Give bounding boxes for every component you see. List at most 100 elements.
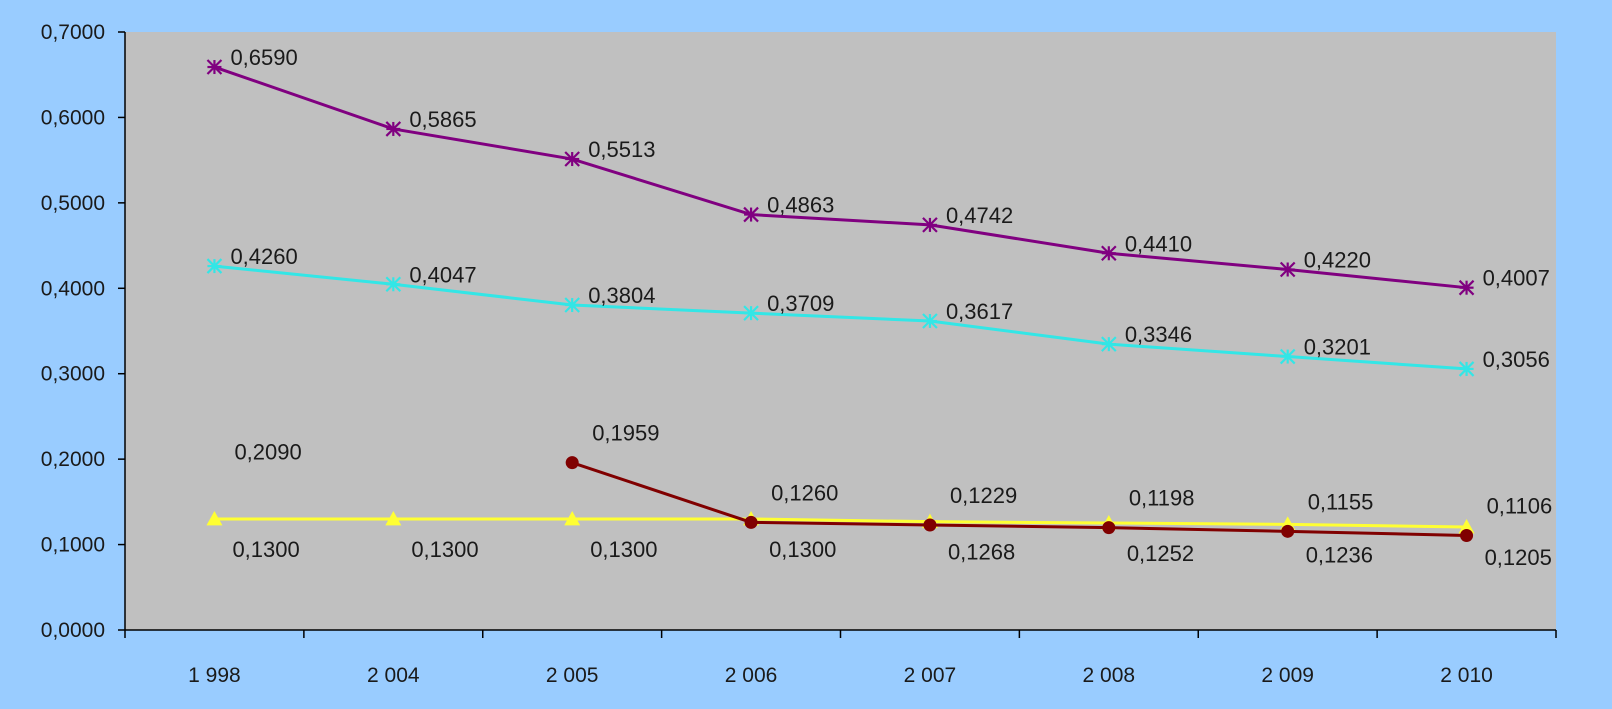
marker-stroke [206, 59, 223, 75]
marker-stroke [1458, 279, 1475, 296]
plot-area [125, 32, 1556, 630]
x-tick-label: 1 998 [188, 664, 241, 687]
data-label: 0,1959 [592, 421, 659, 446]
data-point [1102, 521, 1116, 535]
series-layer [206, 59, 1475, 543]
y-tick-label: 0,7000 [41, 21, 105, 44]
marker-stroke [922, 313, 938, 329]
data-point [206, 59, 223, 75]
y-tick-label: 0,2000 [41, 448, 105, 471]
y-tick-label: 0,0000 [41, 619, 105, 642]
data-label: 0,1236 [1306, 542, 1373, 567]
data-label: 0,5865 [409, 107, 476, 132]
data-labels-layer: 0,6590 0,5865 0,5513 0,4863 0,4742 0,4410 0,42… [230, 45, 1552, 570]
series-1 [206, 59, 1475, 296]
data-point [743, 305, 759, 321]
data-point [922, 313, 938, 329]
data-point [743, 206, 759, 223]
data-label: 0,1300 [411, 537, 478, 562]
series-line [213, 65, 1467, 290]
data-point [564, 510, 581, 526]
data-label: 0,6590 [230, 45, 297, 70]
data-point [922, 217, 938, 233]
data-point [1281, 524, 1295, 538]
data-label: 0,1106 [1487, 494, 1553, 519]
data-label: 0,4220 [1304, 247, 1371, 272]
y-tick-label: 0,3000 [41, 363, 105, 386]
data-label: 0,1205 [1485, 545, 1552, 570]
data-point [206, 510, 223, 526]
data-point [564, 151, 580, 167]
marker-stroke [1458, 361, 1475, 377]
data-label: 0,3804 [588, 283, 655, 308]
data-label: 0,1268 [948, 540, 1015, 565]
x-tick-label: 2 007 [904, 664, 957, 687]
data-point [564, 297, 580, 313]
series-2 [206, 258, 1475, 377]
series-line [214, 264, 1467, 371]
marker-stroke [743, 206, 759, 223]
marker-stroke [206, 258, 223, 274]
series-line [571, 461, 1467, 538]
data-label: 0,4410 [1125, 231, 1192, 256]
marker-stroke [922, 217, 938, 233]
data-label: 0,3056 [1483, 347, 1550, 372]
data-point [744, 515, 758, 529]
x-tick-label: 2 010 [1440, 664, 1493, 687]
y-tick-label: 0,1000 [41, 534, 105, 557]
x-tick-label: 2 009 [1261, 664, 1314, 687]
data-label: 0,1300 [590, 537, 657, 562]
data-label: 0,3617 [946, 299, 1013, 324]
data-label: 0,4260 [230, 244, 297, 269]
data-point [1279, 261, 1296, 278]
data-label: 0,1198 [1129, 486, 1195, 511]
data-point [1458, 519, 1475, 534]
marker-stroke [1279, 348, 1296, 365]
data-point [1458, 279, 1475, 296]
y-tick-label: 0,5000 [41, 192, 105, 215]
data-label: 0,2090 [234, 439, 301, 464]
data-label: 0,4863 [767, 193, 834, 218]
series-4 [565, 456, 1474, 543]
data-label: 0,3709 [767, 291, 834, 316]
data-point [1460, 529, 1474, 543]
marker-stroke [385, 276, 402, 293]
data-point [1458, 361, 1475, 377]
marker-stroke [1101, 245, 1117, 262]
y-tick-label: 0,4000 [41, 277, 105, 300]
data-point [1279, 348, 1296, 365]
data-label: 0,5513 [588, 137, 655, 162]
series-line [214, 517, 1467, 529]
data-label: 0,3346 [1125, 322, 1192, 347]
data-label: 0,1300 [232, 537, 299, 562]
marker-stroke [564, 151, 580, 167]
x-tick-label: 2 008 [1083, 664, 1136, 687]
data-point [385, 121, 402, 137]
data-label: 0,3201 [1304, 335, 1371, 360]
data-label: 0,4007 [1483, 266, 1550, 291]
x-tick-label: 2 004 [367, 664, 420, 687]
data-label: 0,1260 [771, 480, 838, 505]
data-point [1101, 336, 1117, 352]
y-tick-label: 0,6000 [41, 106, 105, 129]
axes: 0,0000 0,1000 0,2000 0,3000 0,4000 0,5000 0,60… [41, 21, 1557, 687]
data-label: 0,1155 [1308, 489, 1374, 514]
data-label: 0,1252 [1127, 541, 1194, 566]
marker-stroke [564, 297, 580, 313]
x-tick-label: 2 005 [546, 664, 599, 687]
marker-stroke [1101, 336, 1117, 352]
data-label: 0,1300 [769, 537, 836, 562]
data-point [565, 456, 579, 470]
data-label: 0,1229 [950, 483, 1017, 508]
x-tick-label: 2 006 [725, 664, 778, 687]
marker-stroke [385, 121, 402, 137]
marker-stroke [743, 305, 759, 321]
data-label: 0,4742 [946, 203, 1013, 228]
data-label: 0,4047 [409, 262, 476, 287]
data-point [385, 276, 402, 293]
data-point [385, 510, 402, 526]
data-point [1101, 245, 1117, 262]
data-point [206, 258, 223, 274]
marker-stroke [1279, 261, 1296, 278]
